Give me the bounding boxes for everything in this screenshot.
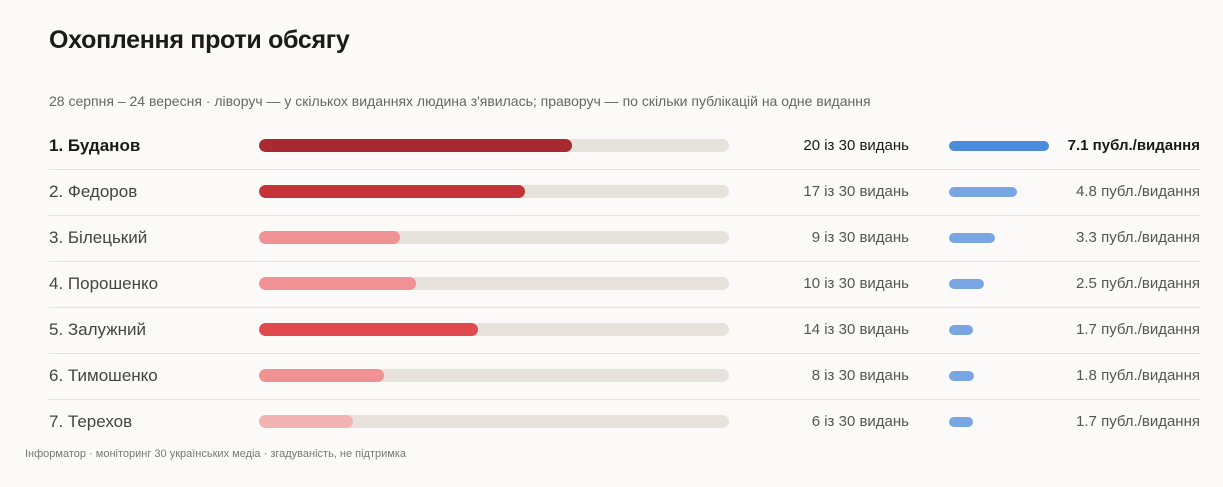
category-label: 3. Білецький	[49, 228, 148, 247]
volume-bar	[949, 141, 1049, 151]
coverage-bar	[259, 369, 385, 382]
category-label: 6. Тимошенко	[49, 366, 158, 385]
category-label: 5. Залужний	[49, 320, 146, 339]
volume-value-label: 1.7 публ./видання	[1076, 321, 1200, 338]
category-label: 7. Терехов	[49, 412, 133, 431]
volume-value-label: 7.1 публ./видання	[1067, 137, 1200, 154]
volume-value-label: 4.8 публ./видання	[1076, 183, 1200, 200]
coverage-bar-track	[259, 323, 729, 336]
chart-row: 1. Буданов 20 із 30 видань 7.1 публ./видан…	[49, 123, 1200, 170]
coverage-value-label: 10 із 30 видань	[803, 275, 909, 292]
chart-row: 4. Порошенко 10 із 30 видань 2.5 публ./вид…	[49, 261, 1200, 308]
coverage-bar-track	[259, 231, 729, 244]
volume-bar	[949, 371, 975, 381]
chart-row: 6. Тимошенко 8 із 30 видань 1.8 публ./вида…	[49, 353, 1200, 400]
coverage-value-label: 17 із 30 видань	[803, 183, 909, 200]
coverage-value-label: 9 із 30 видань	[811, 229, 909, 246]
category-label: 1. Буданов	[49, 136, 141, 155]
volume-bar	[949, 233, 996, 243]
volume-bar	[949, 187, 1017, 197]
chart-title: Охоплення проти обсягу	[49, 26, 350, 54]
coverage-value-label: 20 із 30 видань	[803, 137, 909, 154]
volume-value-label: 2.5 публ./видання	[1076, 275, 1200, 292]
coverage-value-label: 8 із 30 видань	[811, 367, 909, 384]
coverage-bar-track	[259, 369, 729, 382]
volume-value-label: 3.3 публ./видання	[1076, 229, 1200, 246]
chart-subtitle: 28 серпня – 24 вересня · ліворуч — у скі…	[49, 93, 871, 109]
volume-bar	[949, 279, 985, 289]
coverage-bar	[259, 277, 416, 290]
volume-value-label: 1.7 публ./видання	[1076, 413, 1200, 430]
coverage-bar-track	[259, 139, 729, 152]
coverage-bar	[259, 415, 353, 428]
volume-bar	[949, 325, 973, 335]
coverage-bar-track	[259, 277, 729, 290]
chart-row: 3. Білецький 9 із 30 видань 3.3 публ./вида…	[49, 215, 1200, 262]
coverage-bar-track	[259, 415, 729, 428]
coverage-bar	[259, 231, 400, 244]
chart-footer: Інформатор · моніторинг 30 українських м…	[25, 448, 407, 460]
coverage-bar	[259, 185, 526, 198]
chart-row: 2. Федоров 17 із 30 видань 4.8 публ./видан…	[49, 169, 1200, 216]
coverage-value-label: 6 із 30 видань	[811, 413, 909, 430]
chart-row: 7. Терехов 6 із 30 видань 1.7 публ./виданн…	[49, 399, 1200, 445]
coverage-bar	[259, 323, 479, 336]
coverage-bar	[259, 139, 573, 152]
coverage-bar-track	[259, 185, 729, 198]
category-label: 2. Федоров	[49, 182, 138, 201]
category-label: 4. Порошенко	[49, 274, 159, 293]
volume-bar	[949, 417, 973, 427]
chart-row: 5. Залужний 14 із 30 видань 1.7 публ./вида…	[49, 307, 1200, 354]
volume-value-label: 1.8 публ./видання	[1076, 367, 1200, 384]
coverage-value-label: 14 із 30 видань	[803, 321, 909, 338]
